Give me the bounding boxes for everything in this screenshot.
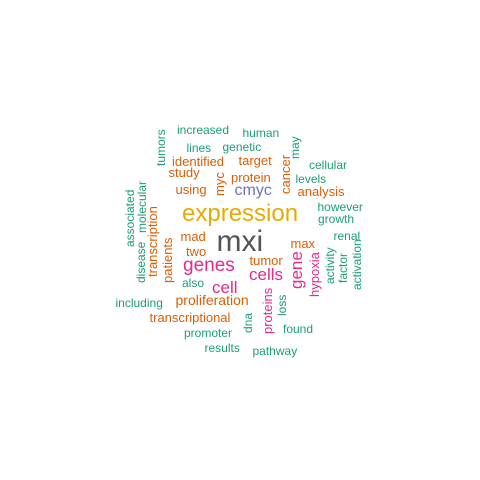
word-activation: activation — [350, 238, 364, 290]
word-lines: lines — [186, 141, 212, 155]
word-cellular: cellular — [309, 158, 348, 172]
word-target: target — [238, 152, 272, 168]
word-cmyc: cmyc — [234, 182, 272, 199]
word-genetic: genetic — [222, 140, 262, 154]
word-loss: loss — [275, 294, 289, 316]
word-tumor: tumor — [249, 252, 283, 268]
word-levels: levels — [295, 172, 327, 186]
word-proteins: proteins — [259, 287, 275, 334]
word-proliferation: proliferation — [175, 292, 249, 308]
word-cells: cells — [249, 264, 284, 284]
word-max: max — [290, 235, 316, 251]
word-two: two — [186, 243, 207, 259]
word-however: however — [317, 200, 363, 214]
word-activity: activity — [323, 246, 337, 284]
word-myc: myc — [211, 172, 227, 196]
word-analysis: analysis — [297, 183, 345, 199]
word-promoter: promoter — [184, 326, 233, 340]
word-disease: disease — [134, 241, 148, 283]
word-pathway: pathway — [252, 344, 298, 358]
word-growth: growth — [318, 212, 355, 226]
word-hypoxia: hypoxia — [306, 251, 322, 297]
word-mad: mad — [180, 228, 206, 244]
word-renal: renal — [333, 229, 361, 243]
word-tumors: tumors — [154, 128, 168, 166]
word-gene: gene — [286, 251, 306, 289]
word-increased: increased — [177, 123, 230, 137]
word-may: may — [288, 135, 302, 159]
word-transcriptional: transcriptional — [149, 309, 231, 325]
word-dna: dna — [241, 312, 255, 333]
word-identified: identified — [172, 153, 225, 169]
word-human: human — [242, 126, 280, 140]
word-protein: protein — [231, 169, 271, 185]
word-cancer: cancer — [277, 154, 293, 194]
word-molecular: molecular — [135, 180, 149, 233]
word-also: also — [182, 276, 205, 290]
word-including: including — [115, 296, 163, 310]
word-patients: patients — [159, 237, 175, 283]
word-study: study — [168, 164, 200, 180]
word-expression: expression — [182, 200, 299, 227]
word-using: using — [175, 181, 207, 197]
word-found: found — [283, 322, 314, 336]
word-results: results — [204, 341, 240, 355]
word-genes: genes — [183, 254, 235, 276]
word-factor: factor — [336, 252, 350, 283]
word-mxi: mxi — [216, 225, 264, 258]
word-cell: cell — [212, 277, 238, 297]
